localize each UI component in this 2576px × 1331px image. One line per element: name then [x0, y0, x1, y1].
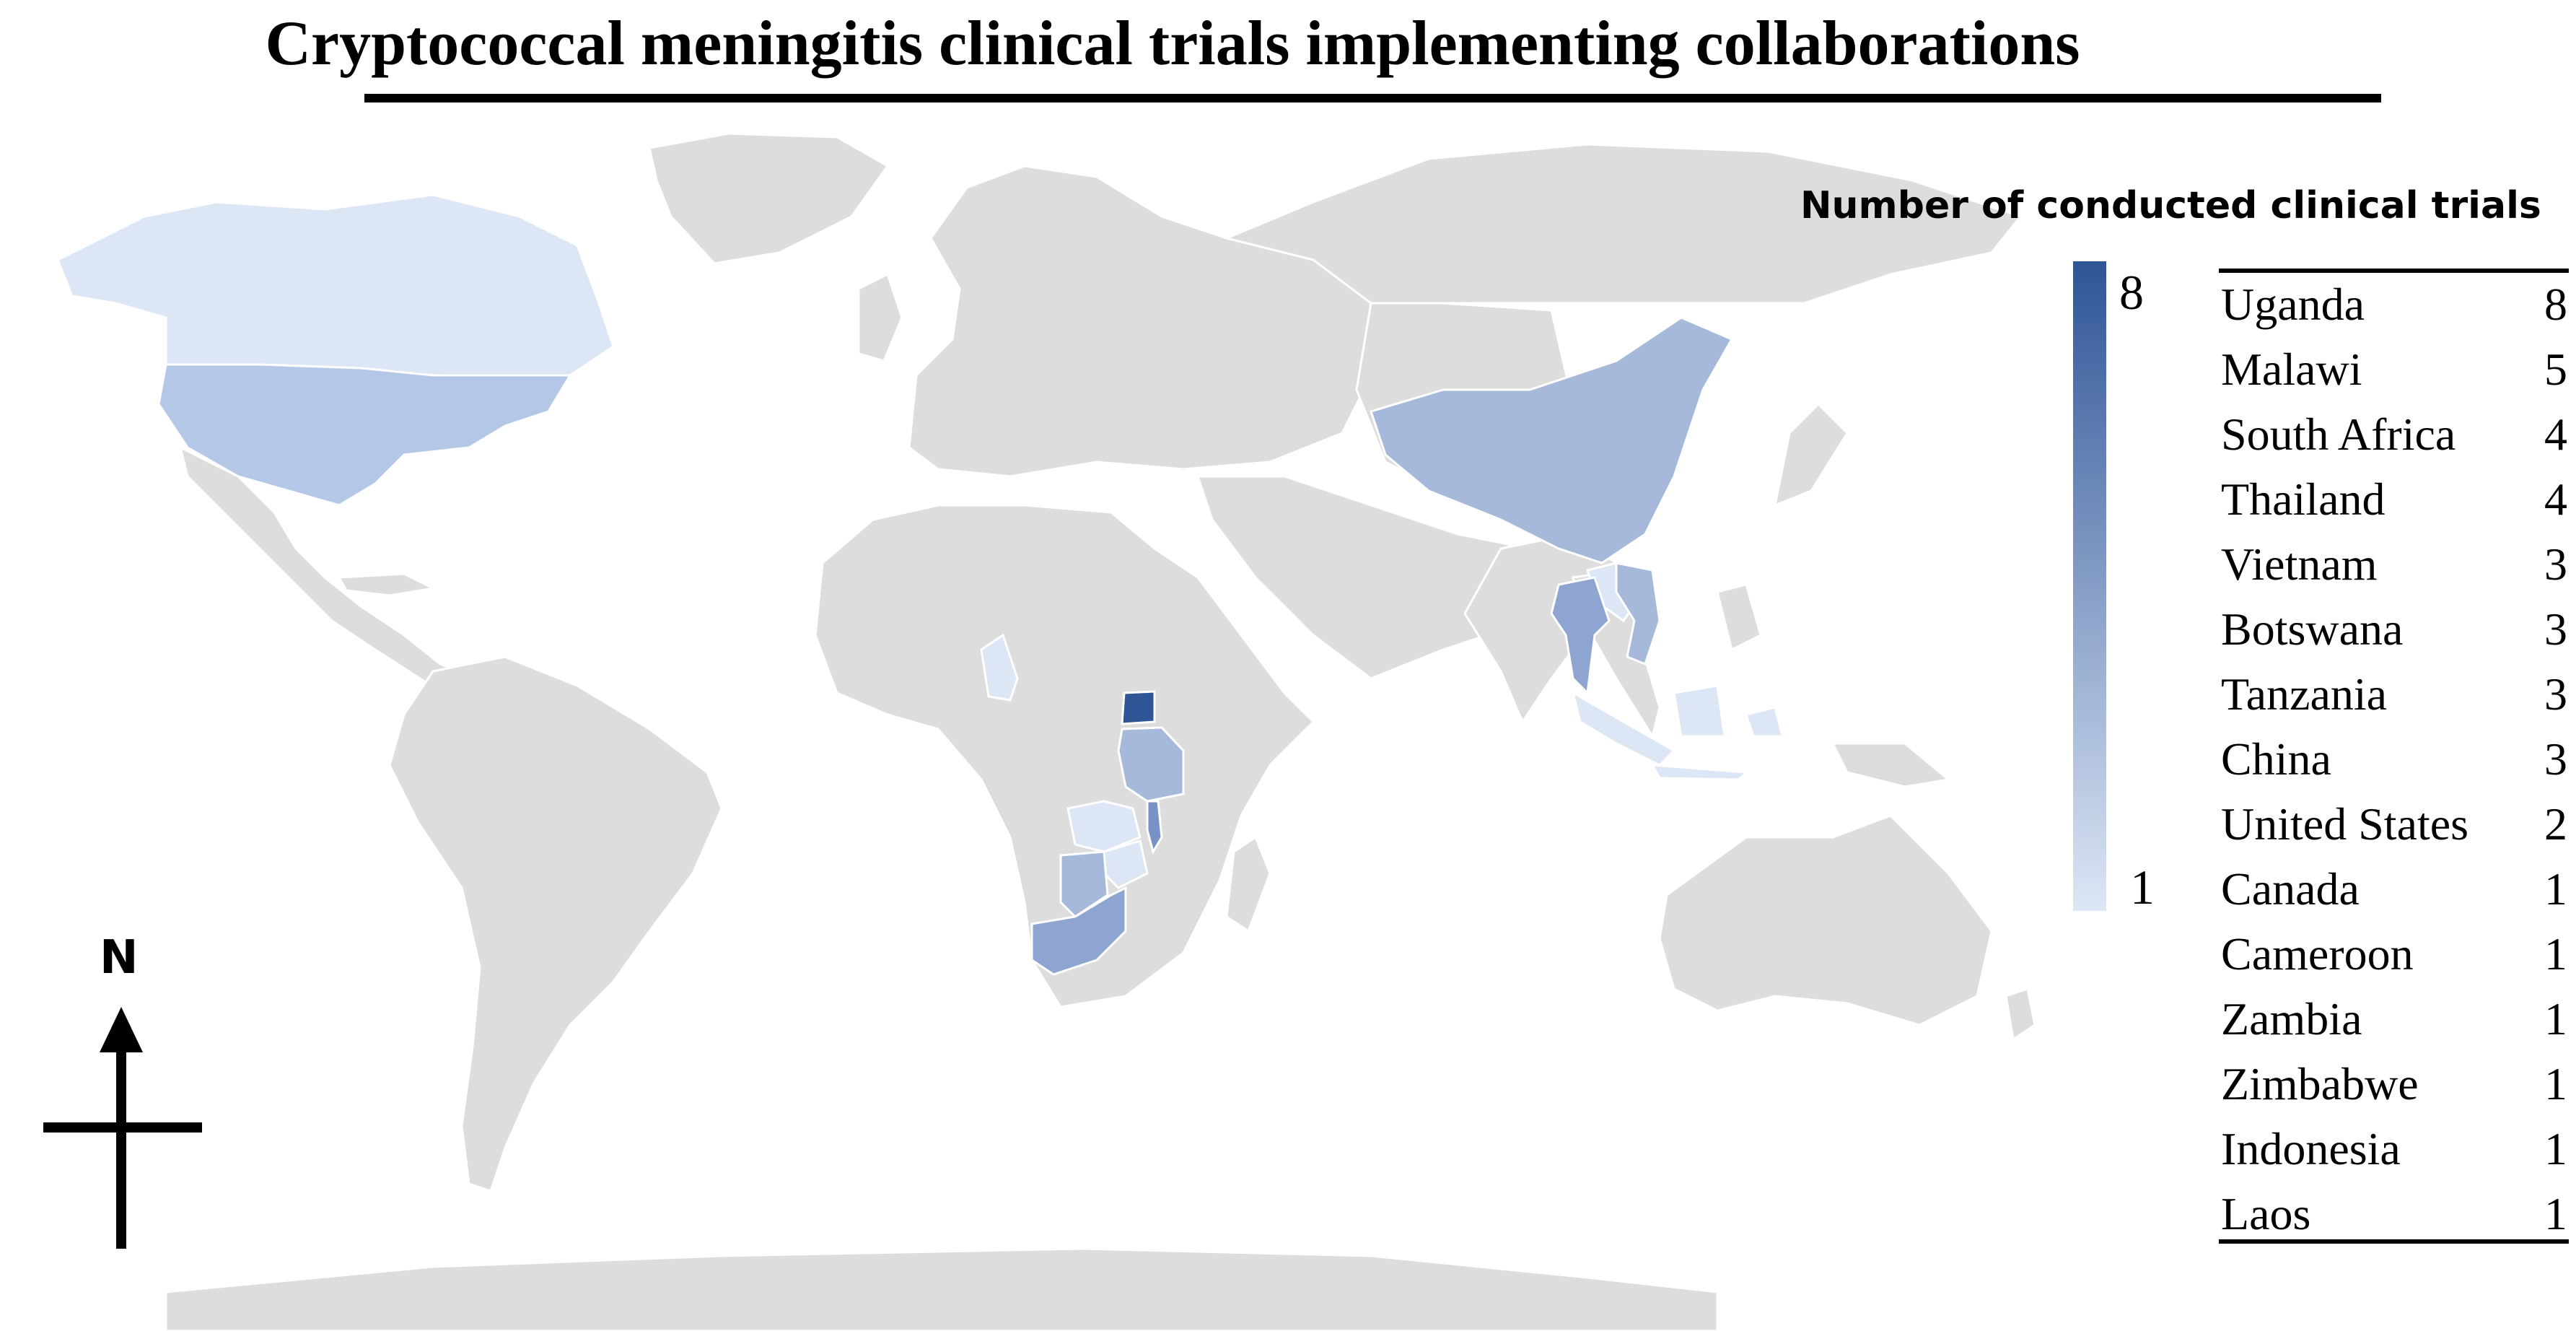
trial-count: 2 — [2544, 798, 2567, 850]
region-caribbean — [337, 572, 437, 597]
trial-count: 8 — [2544, 279, 2567, 330]
table-row: South Africa 4 — [2221, 408, 2567, 473]
trial-count: 3 — [2544, 668, 2567, 720]
country-name: Laos — [2221, 1188, 2311, 1239]
table-row: Indonesia 1 — [2221, 1122, 2567, 1187]
country-name: Uganda — [2221, 279, 2365, 330]
region-philippines — [1716, 583, 1762, 652]
table-row: Canada 1 — [2221, 863, 2567, 928]
table-row: Uganda 8 — [2221, 278, 2567, 343]
country-name: Tanzania — [2221, 668, 2388, 720]
country-name: Zambia — [2221, 993, 2362, 1044]
table-row: Tanzania 3 — [2221, 668, 2567, 733]
country-cameroon — [980, 633, 1019, 702]
country-name: Botswana — [2221, 603, 2404, 655]
trial-count: 1 — [2544, 1123, 2567, 1174]
country-name: Vietnam — [2221, 538, 2378, 590]
country-name: United States — [2221, 798, 2469, 850]
country-united-states — [157, 363, 572, 507]
trial-count: 3 — [2544, 538, 2567, 590]
table-row: Thailand 4 — [2221, 473, 2567, 538]
country-vietnam — [1615, 562, 1661, 666]
trial-count: 4 — [2544, 409, 2567, 460]
table-row: United States 2 — [2221, 798, 2567, 863]
title-underline — [364, 94, 2381, 102]
table-row: Cameroon 1 — [2221, 928, 2567, 992]
region-japan — [1773, 402, 1849, 507]
country-name: Cameroon — [2221, 928, 2414, 979]
region-uk — [857, 272, 903, 362]
country-name: China — [2221, 733, 2331, 785]
north-label: N — [100, 931, 139, 985]
country-canada — [56, 193, 615, 377]
trial-count: 5 — [2544, 344, 2567, 395]
country-uganda — [1121, 690, 1156, 725]
map-title: Cryptococcal meningitis clinical trials … — [265, 9, 2080, 79]
trial-count: 4 — [2544, 474, 2567, 525]
trial-count: 3 — [2544, 733, 2567, 785]
country-thailand — [1550, 576, 1611, 696]
region-madagascar — [1225, 835, 1271, 933]
region-south-america — [388, 655, 723, 1192]
region-greenland — [648, 132, 890, 265]
compass-rose — [43, 1007, 202, 1249]
table-row: Laos 1 — [2221, 1187, 2567, 1252]
country-name: Malawi — [2221, 344, 2362, 395]
trial-count: 1 — [2544, 993, 2567, 1044]
country-south-africa — [1030, 886, 1127, 976]
table-row: China 3 — [2221, 733, 2567, 798]
country-name: Indonesia — [2221, 1123, 2401, 1174]
table-bottom-rule — [2219, 1239, 2569, 1244]
country-name: Canada — [2221, 863, 2360, 915]
table-row: Zimbabwe 1 — [2221, 1057, 2567, 1122]
trial-count: 1 — [2544, 863, 2567, 915]
country-name: Thailand — [2221, 474, 2386, 525]
country-malawi — [1146, 800, 1163, 855]
country-name: Zimbabwe — [2221, 1058, 2419, 1109]
region-australia — [1658, 814, 1993, 1026]
region-africa — [814, 504, 1315, 1008]
trial-count: 3 — [2544, 603, 2567, 655]
country-tanzania — [1117, 726, 1185, 803]
country-name: South Africa — [2221, 409, 2456, 460]
country-indonesia — [1571, 684, 1784, 781]
region-new-zealand — [2005, 987, 2036, 1042]
table-row: Botswana 3 — [2221, 603, 2567, 668]
country-zambia — [1066, 800, 1142, 853]
trial-count: 1 — [2544, 1058, 2567, 1109]
trial-count: 1 — [2544, 928, 2567, 979]
scale-min-label: 1 — [2130, 860, 2155, 915]
country-china — [1370, 316, 1734, 564]
region-new-guinea — [1831, 742, 1951, 788]
table-row: Vietnam 3 — [2221, 538, 2567, 603]
legend-title: Number of conducted clinical trials — [1800, 184, 2541, 227]
table-top-rule — [2219, 269, 2569, 273]
region-antarctica — [165, 1247, 1719, 1331]
north-arrow-icon — [100, 1007, 143, 1052]
scale-max-label: 8 — [2119, 265, 2144, 320]
color-scale-bar — [2073, 261, 2106, 911]
trial-count: 1 — [2544, 1188, 2567, 1239]
table-row: Malawi 5 — [2221, 343, 2567, 408]
table-row: Zambia 1 — [2221, 992, 2567, 1057]
